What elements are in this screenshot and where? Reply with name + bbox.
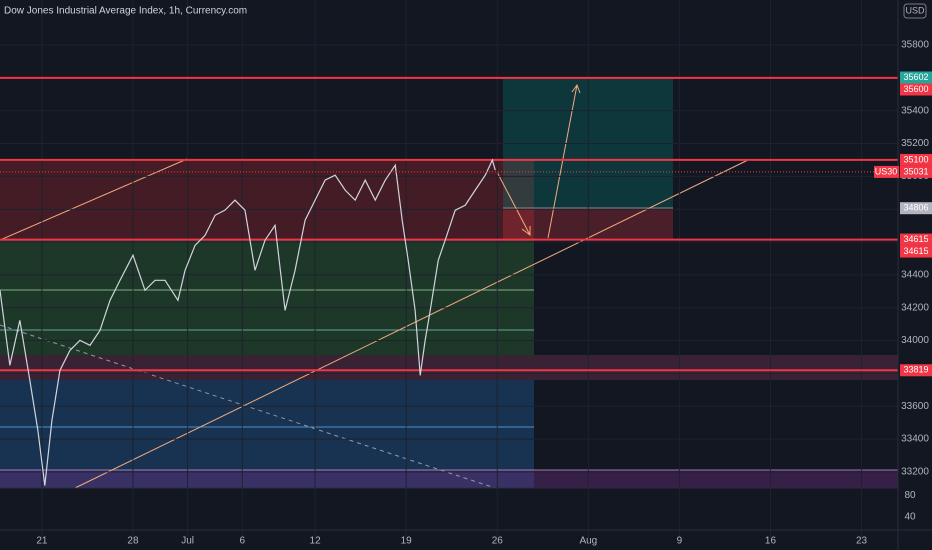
- price-tag: [900, 83, 932, 96]
- price-tag: [900, 71, 932, 84]
- price-tag-label: 35600: [903, 84, 928, 94]
- y-tick-label: 34400: [901, 270, 929, 281]
- plot: [0, 0, 898, 538]
- x-tick-label: 28: [127, 536, 139, 547]
- price-line: [0, 158, 496, 486]
- symbol-tag: [874, 165, 899, 178]
- arrow: [496, 171, 531, 236]
- zone: [0, 355, 898, 380]
- x-tick-label: 9: [677, 536, 683, 547]
- volume-tick-label: 80: [904, 490, 916, 501]
- price-tag: [900, 165, 932, 178]
- price-tag-label: 35031: [903, 166, 928, 176]
- price-tag: [900, 245, 932, 258]
- price-tag: [900, 233, 932, 246]
- currency[interactable]: USD: [905, 5, 925, 15]
- price-tag-label: 34615: [903, 246, 928, 256]
- y-tick-label: 34200: [901, 302, 929, 313]
- x-tick-label: 26: [492, 536, 504, 547]
- price-tag-label: 34806: [903, 203, 928, 213]
- x-tick-label: 23: [856, 536, 868, 547]
- symbol-tag-label: US30: [875, 166, 898, 176]
- x-tick-label: 21: [36, 536, 48, 547]
- price-tag-label: 35100: [903, 154, 928, 164]
- currency-box[interactable]: [903, 3, 927, 19]
- zone: [0, 239, 534, 355]
- zone: [0, 470, 898, 488]
- y-tick-label: 33400: [901, 434, 929, 445]
- title: Dow Jones Industrial Average Index, 1h, …: [4, 6, 247, 17]
- price-tag-label: 35602: [903, 72, 928, 82]
- x-tick-label: Jul: [181, 536, 194, 547]
- y-tick-label: 35400: [901, 105, 929, 116]
- price-tag-label: 34615: [903, 234, 928, 244]
- x-tick-label: Aug: [579, 536, 597, 547]
- price-tag: [900, 153, 932, 166]
- y-tick-label: 33200: [901, 467, 929, 478]
- y-tick-label: 33600: [901, 401, 929, 412]
- x-tick-label: 16: [765, 536, 777, 547]
- volume-tick-label: 40: [904, 511, 916, 522]
- y-tick-label: 35200: [901, 138, 929, 149]
- y-tick-label: 34000: [901, 335, 929, 346]
- y-tick-label: 35800: [901, 40, 929, 51]
- x-tick-label: 6: [239, 536, 245, 547]
- price-tag: [900, 202, 932, 215]
- price-tag: [900, 364, 932, 377]
- trend-line: [0, 158, 188, 241]
- trend-line: [0, 324, 496, 489]
- x-tick-label: 12: [310, 536, 322, 547]
- x-tick-label: 19: [401, 536, 413, 547]
- price-tag-label: 33819: [903, 365, 928, 375]
- zone: [0, 159, 534, 239]
- scale-labels: 3320033400336003380034000342003440034600…: [874, 40, 932, 522]
